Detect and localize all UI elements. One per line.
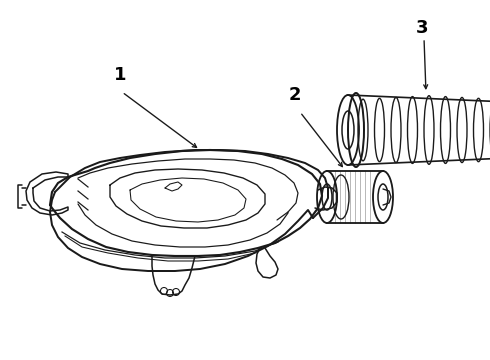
Text: 1: 1 [114,66,126,84]
Text: 3: 3 [416,19,428,37]
Text: 2: 2 [289,86,301,104]
